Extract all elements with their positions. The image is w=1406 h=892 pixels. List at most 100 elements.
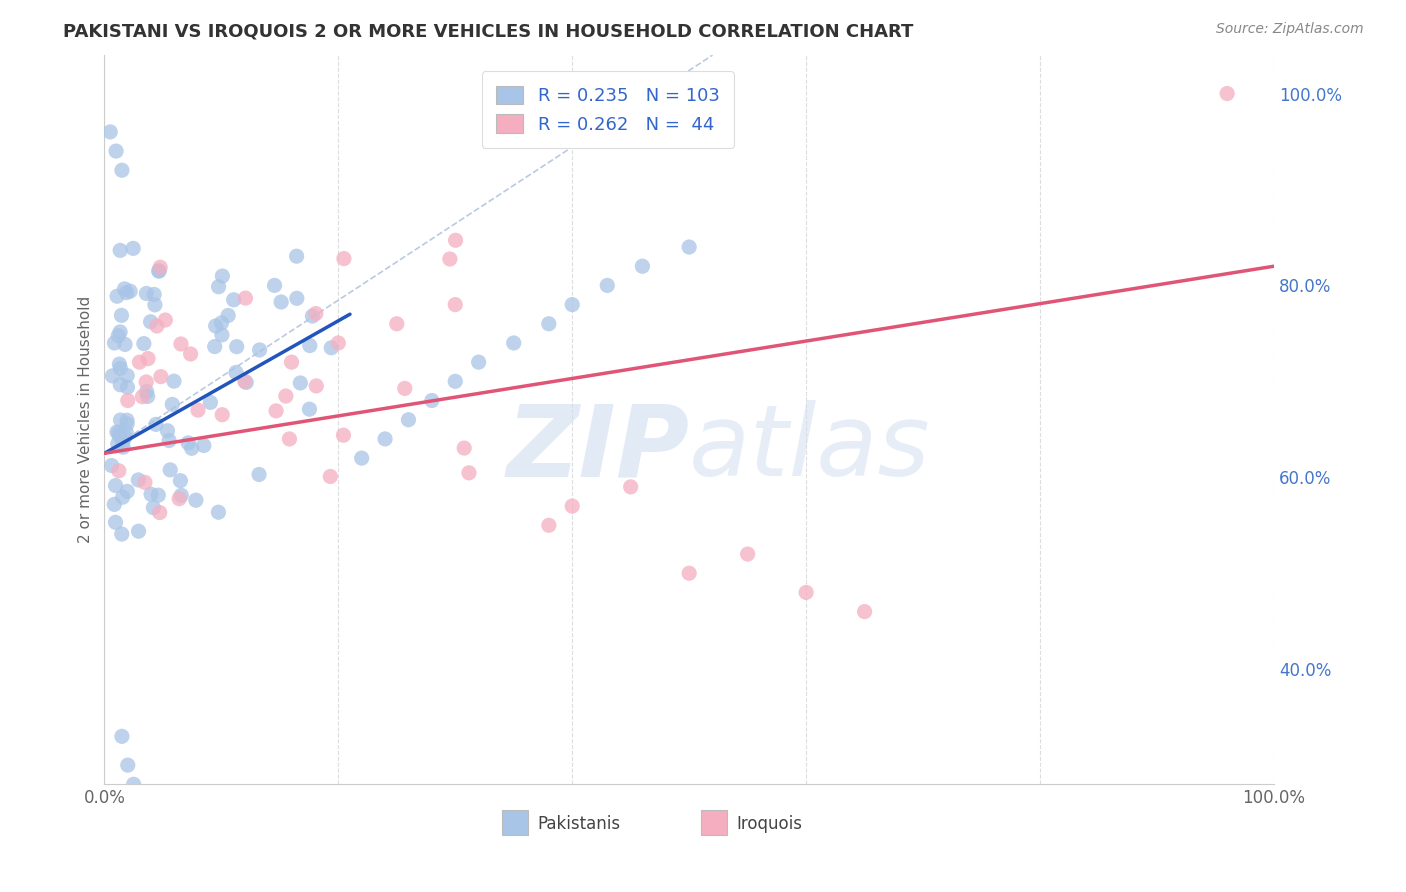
Point [107,425,129,440]
Point [107,328,129,343]
Y-axis label: 2 or more Vehicles in Household: 2 or more Vehicles in Household [79,296,93,543]
Point [101,368,124,383]
Point [114,430,136,444]
Point [143,287,166,301]
Point [225,365,247,379]
Point [143,298,166,312]
Point [111,163,134,178]
Legend: R = 0.235   N = 103, R = 0.262   N =  44: R = 0.235 N = 103, R = 0.262 N = 44 [482,71,734,148]
Point [167,491,190,506]
Point [1216,87,1239,101]
Point [157,434,180,448]
Point [222,293,245,307]
Point [217,309,239,323]
Point [159,463,181,477]
Point [596,278,619,293]
Point [131,390,153,404]
Point [111,490,134,504]
Point [298,402,321,417]
Point [169,474,191,488]
Point [108,325,131,339]
Point [122,777,145,791]
Point [117,393,139,408]
Point [678,240,700,254]
Point [146,318,169,333]
Point [163,374,186,388]
Point [207,279,229,293]
Point [145,417,167,432]
Text: atlas: atlas [689,401,931,498]
Point [193,438,215,452]
Point [115,425,138,440]
Point [444,233,467,247]
Point [155,313,177,327]
Point [103,497,125,511]
Text: Source: ZipAtlas.com: Source: ZipAtlas.com [1216,22,1364,37]
Point [142,500,165,515]
Point [104,478,127,492]
Point [319,469,342,483]
Point [263,278,285,293]
Point [453,441,475,455]
Text: Pakistanis: Pakistanis [537,815,620,833]
Point [207,505,229,519]
Point [187,403,209,417]
Point [631,259,654,273]
Point [115,413,138,427]
Point [104,516,127,530]
Point [114,282,136,296]
Point [233,375,256,389]
Point [148,264,170,278]
Point [394,381,416,395]
Point [444,375,467,389]
Point [139,315,162,329]
Point [170,488,193,502]
Point [200,395,222,409]
Point [225,340,247,354]
Point [135,384,157,399]
Point [184,493,207,508]
Point [211,316,233,330]
Point [420,393,443,408]
Point [249,343,271,357]
Point [148,264,170,278]
Point [305,379,328,393]
Point [305,306,328,320]
Point [111,730,134,744]
Point [103,336,125,351]
Point [737,547,759,561]
Text: PAKISTANI VS IROQUOIS 2 OR MORE VEHICLES IN HOUSEHOLD CORRELATION CHART: PAKISTANI VS IROQUOIS 2 OR MORE VEHICLES… [63,22,914,40]
Point [136,351,159,366]
Point [328,336,350,351]
Point [108,357,131,371]
Point [170,337,193,351]
Point [105,289,128,303]
Point [149,260,172,275]
Point [678,566,700,581]
Point [134,475,156,490]
Point [853,605,876,619]
Point [115,368,138,383]
Point [110,377,132,392]
Point [117,380,139,394]
Point [298,338,321,352]
Point [110,309,132,323]
Point [332,428,354,442]
Point [128,355,150,369]
Point [321,341,343,355]
Point [149,369,172,384]
Point [122,241,145,255]
Point [444,297,467,311]
Point [135,286,157,301]
Point [211,327,233,342]
Point [111,435,134,450]
Point [100,458,122,473]
Point [235,376,257,390]
Point [156,424,179,438]
Point [132,336,155,351]
Point [117,484,139,499]
Point [139,487,162,501]
Point [235,291,257,305]
Point [107,436,129,450]
Point [333,252,356,266]
